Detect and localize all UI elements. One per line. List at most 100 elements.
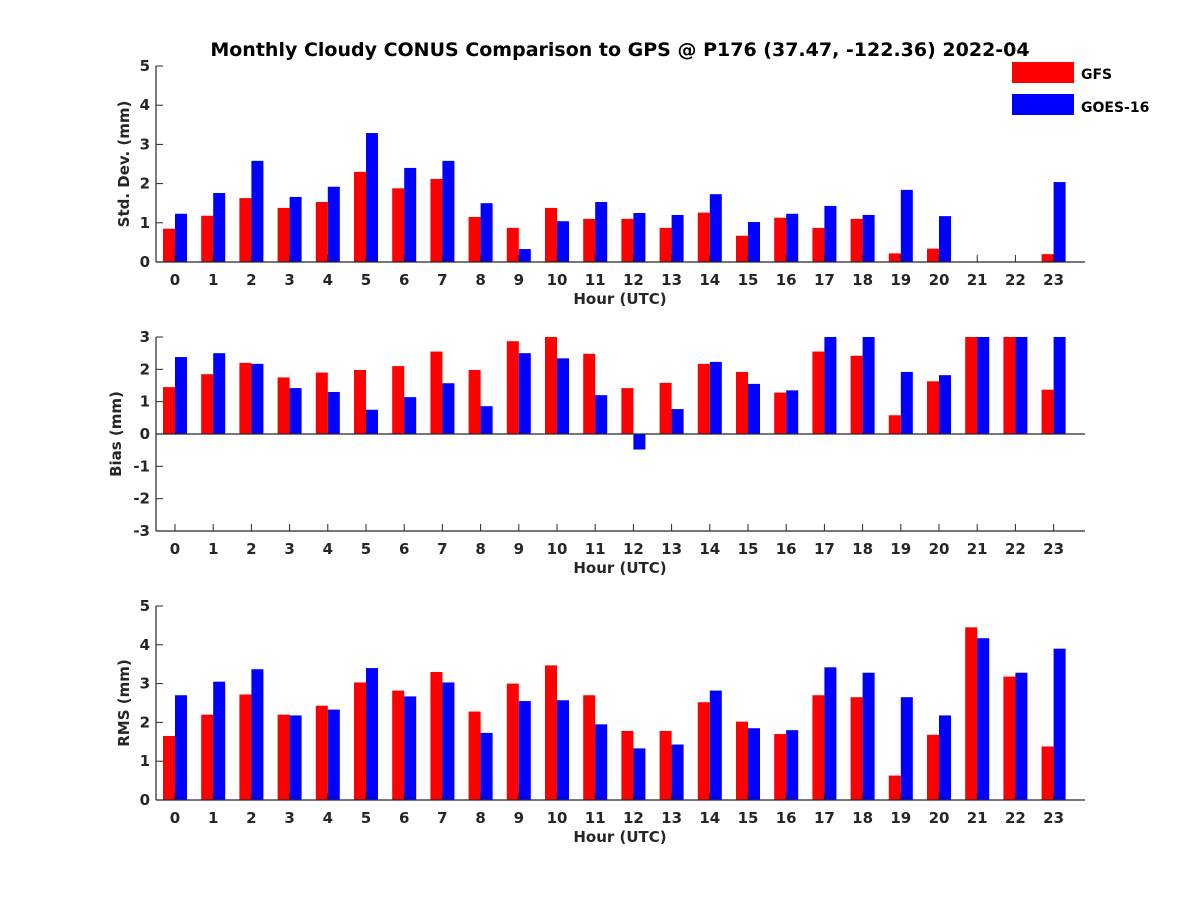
bar-gfs-hour-1 — [201, 714, 214, 800]
bar-gfs-hour-5 — [354, 171, 366, 262]
bar-gfs-hour-19 — [888, 253, 901, 262]
bar-gfs-hour-8 — [468, 216, 481, 262]
bar-gfs-hour-0 — [163, 387, 175, 434]
bar-gfs-hour-15 — [736, 721, 748, 800]
bar-goes16-hour-22 — [1015, 672, 1028, 800]
bar-goes16-hour-12 — [633, 748, 646, 800]
x-tick-label: 3 — [284, 271, 294, 289]
x-tick-label: 20 — [929, 809, 950, 827]
bar-gfs-hour-6 — [392, 188, 405, 262]
bar-goes16-hour-19 — [900, 697, 913, 800]
y-tick-label: 0 — [140, 253, 150, 271]
bar-gfs-hour-10 — [545, 207, 557, 262]
bar-goes16-hour-21 — [977, 337, 990, 434]
bar-gfs-hour-7 — [430, 671, 443, 800]
bar-goes16-hour-10 — [557, 221, 569, 262]
x-tick-label: 13 — [661, 271, 682, 289]
chart-title: Monthly Cloudy CONUS Comparison to GPS @… — [210, 39, 1029, 61]
bar-goes16-hour-7 — [442, 383, 455, 434]
x-tick-label: 15 — [738, 271, 759, 289]
bar-goes16-hour-15 — [748, 222, 760, 262]
y-tick-label: 1 — [140, 752, 150, 770]
y-tick-label: 5 — [140, 57, 150, 75]
x-tick-label: 21 — [967, 809, 988, 827]
bar-gfs-hour-22 — [1003, 676, 1016, 800]
x-tick-label: 5 — [361, 540, 371, 558]
y-tick-label: -1 — [133, 457, 150, 475]
x-tick-label: 7 — [437, 271, 447, 289]
x-tick-label: 13 — [661, 540, 682, 558]
x-tick-label: 9 — [514, 540, 524, 558]
x-tick-label: 17 — [814, 809, 835, 827]
x-tick-label: 3 — [284, 540, 294, 558]
x-tick-label: 22 — [1005, 809, 1026, 827]
bar-gfs-hour-14 — [697, 702, 710, 800]
bar-gfs-hour-15 — [736, 371, 748, 434]
bar-gfs-hour-2 — [239, 694, 252, 800]
bar-gfs-hour-5 — [354, 369, 366, 434]
bar-gfs-hour-17 — [812, 227, 825, 262]
bar-goes16-hour-6 — [404, 696, 417, 800]
bar-gfs-hour-15 — [736, 235, 748, 262]
x-tick-label: 1 — [208, 809, 218, 827]
bar-goes16-hour-10 — [557, 700, 569, 800]
bar-gfs-hour-19 — [888, 775, 901, 800]
x-tick-label: 12 — [623, 271, 644, 289]
x-tick-label: 0 — [170, 809, 180, 827]
bar-goes16-hour-5 — [366, 668, 378, 800]
bar-gfs-hour-11 — [583, 695, 596, 800]
bar-goes16-hour-1 — [213, 353, 226, 434]
x-axis-label: Hour (UTC) — [573, 828, 666, 846]
x-tick-label: 16 — [776, 540, 797, 558]
bar-gfs-hour-0 — [163, 735, 175, 800]
bar-goes16-hour-0 — [175, 695, 187, 800]
bar-gfs-hour-12 — [621, 730, 634, 800]
x-tick-label: 13 — [661, 809, 682, 827]
x-tick-label: 17 — [814, 540, 835, 558]
bar-goes16-hour-3 — [289, 715, 302, 800]
x-tick-label: 7 — [437, 540, 447, 558]
x-tick-label: 8 — [475, 271, 485, 289]
bar-goes16-hour-14 — [709, 690, 722, 800]
bar-goes16-hour-19 — [900, 371, 913, 434]
x-tick-label: 12 — [623, 809, 644, 827]
bar-gfs-hour-23 — [1041, 746, 1054, 800]
x-tick-label: 10 — [547, 809, 568, 827]
bar-gfs-hour-11 — [583, 353, 596, 434]
bar-goes16-hour-5 — [366, 409, 378, 434]
x-axis-label: Hour (UTC) — [573, 559, 666, 577]
bar-goes16-hour-12 — [633, 434, 646, 450]
bar-goes16-hour-15 — [748, 728, 760, 800]
bar-gfs-hour-17 — [812, 695, 825, 800]
bar-gfs-hour-20 — [927, 381, 939, 434]
bar-goes16-hour-14 — [709, 194, 722, 262]
bar-goes16-hour-20 — [939, 216, 951, 262]
bar-goes16-hour-11 — [595, 395, 608, 434]
bar-goes16-hour-9 — [518, 353, 531, 434]
bar-goes16-hour-11 — [595, 202, 608, 262]
x-tick-label: 0 — [170, 271, 180, 289]
bar-goes16-hour-1 — [213, 681, 226, 800]
bar-gfs-hour-13 — [659, 382, 672, 434]
x-tick-label: 19 — [890, 809, 911, 827]
bar-gfs-hour-0 — [163, 228, 175, 262]
bar-gfs-hour-8 — [468, 369, 481, 434]
bar-gfs-hour-18 — [850, 697, 863, 800]
bar-goes16-hour-5 — [366, 133, 378, 262]
bar-gfs-hour-7 — [430, 178, 443, 262]
x-tick-label: 5 — [361, 271, 371, 289]
bar-goes16-hour-4 — [327, 709, 340, 800]
bar-goes16-hour-21 — [977, 638, 990, 800]
y-tick-label: 3 — [140, 675, 150, 693]
x-tick-label: 15 — [738, 540, 759, 558]
bar-goes16-hour-16 — [786, 730, 799, 800]
bar-goes16-hour-18 — [862, 337, 875, 434]
bar-gfs-hour-1 — [201, 215, 214, 262]
bar-goes16-hour-9 — [518, 249, 531, 262]
legend: GFS GOES-16 — [1012, 62, 1149, 116]
y-tick-label: -2 — [133, 490, 150, 508]
